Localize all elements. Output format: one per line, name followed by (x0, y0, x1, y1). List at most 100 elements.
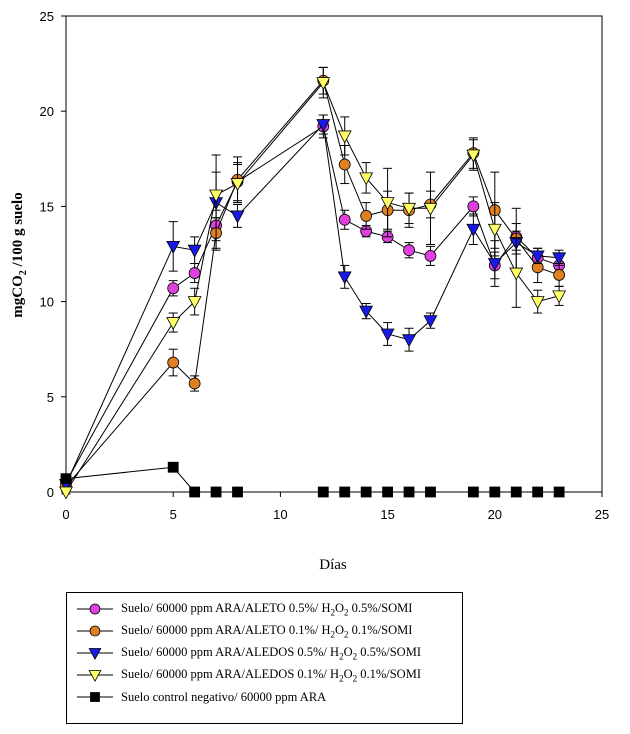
series-3-point-14 (530, 296, 545, 310)
legend-item-1: Suelo/ 60000 ppm ARA/ALETO 0.1%/ H2O2 0.… (67, 620, 462, 642)
series-2-point-8 (380, 328, 395, 342)
series-3-point-9 (402, 202, 417, 216)
y-tick-label-1: 5 (47, 390, 54, 405)
legend-swatch-2 (77, 648, 113, 661)
series-3-point-8 (380, 197, 395, 211)
y-axis-title-part-b: CO (10, 275, 26, 298)
y-axis-title: mgCO2 /100 g suelo (10, 192, 29, 317)
legend-label-subscript: 2 (344, 629, 349, 640)
series-2-point-12 (487, 258, 502, 272)
x-tick-label-0: 0 (62, 507, 69, 522)
series-0-point-2 (188, 267, 201, 279)
series-1-point-1 (167, 356, 180, 369)
legend-label-text: Suelo/ 60000 ppm ARA/ALETO 0.1%/ H (121, 622, 331, 637)
y-tick-label-4: 20 (40, 104, 54, 119)
y-tick-label-0: 0 (47, 485, 54, 500)
legend-swatch-marker (88, 670, 102, 683)
series-2-point-9 (402, 334, 417, 348)
legend-item-0: Suelo/ 60000 ppm ARA/ALETO 0.5%/ H2O2 0.… (67, 598, 462, 620)
legend-swatch-marker (88, 648, 102, 661)
series-1-point-2 (188, 377, 201, 390)
series-2 (59, 114, 567, 492)
legend-swatch-marker (89, 603, 101, 615)
series-3-point-5 (316, 77, 331, 91)
y-axis-title-part-a: mg (10, 297, 26, 317)
legend-label-text: O (335, 600, 345, 615)
legend-label-text: Suelo/ 60000 ppm ARA/ALEDOS 0.5%/ H (121, 644, 340, 659)
series-0-point-9 (403, 244, 415, 257)
series-2-point-10 (423, 315, 438, 329)
series-2-line (65, 123, 560, 485)
legend-label-text: Suelo/ 60000 ppm ARA/ALEDOS 0.1%/ H (121, 666, 340, 681)
series-1-point-6 (338, 158, 351, 171)
legend-label-subscript: 2 (344, 607, 349, 618)
series-4-point-11 (467, 486, 479, 498)
series-3-point-2 (187, 296, 202, 310)
series-2-point-1 (166, 240, 181, 254)
series-4-point-15 (553, 486, 565, 498)
legend-label-4: Suelo control negativo/ 60000 ppm ARA (121, 690, 326, 705)
series-2-point-6 (337, 271, 352, 285)
series-4-point-9 (403, 486, 415, 498)
series-4-line (65, 466, 560, 493)
series-3-point-11 (466, 149, 481, 163)
series-4-point-2 (189, 486, 201, 498)
series-0-line (65, 125, 560, 483)
legend-label-text: O (335, 622, 345, 637)
series-3-point-1 (166, 317, 181, 331)
series-1 (60, 66, 566, 493)
series-4-point-10 (425, 486, 436, 498)
series-4-point-0 (60, 473, 72, 485)
legend-item-4: Suelo control negativo/ 60000 ppm ARA (67, 686, 462, 708)
legend-label-0: Suelo/ 60000 ppm ARA/ALETO 0.5%/ H2O2 0.… (121, 601, 412, 618)
x-tick-label-1: 5 (170, 507, 177, 522)
x-tick-label-5: 25 (595, 507, 609, 522)
series-4-point-8 (382, 486, 394, 498)
series-0-point-10 (424, 250, 437, 262)
series-1-point-7 (360, 210, 373, 222)
x-axis-title: Días (319, 557, 347, 573)
legend: Suelo/ 60000 ppm ARA/ALETO 0.5%/ H2O2 0.… (66, 592, 463, 724)
series-2-point-7 (359, 305, 374, 319)
series-1-line (65, 79, 560, 487)
x-tick-label-4: 20 (488, 507, 502, 522)
series-3-point-4 (230, 178, 245, 192)
legend-label-1: Suelo/ 60000 ppm ARA/ALETO 0.1%/ H2O2 0.… (121, 623, 412, 640)
x-tick-label-3: 15 (380, 507, 394, 522)
legend-item-2: Suelo/ 60000 ppm ARA/ALEDOS 0.5%/ H2O2 0… (67, 642, 462, 664)
series-3-point-12 (487, 223, 502, 237)
legend-swatch-marker (89, 625, 101, 637)
legend-label-subscript: 2 (339, 673, 344, 684)
series-4-point-6 (339, 486, 351, 498)
legend-swatch-3 (77, 670, 113, 683)
series-3-line (65, 81, 560, 493)
legend-label-text: O (343, 644, 353, 659)
legend-label-subscript: 2 (339, 651, 344, 662)
series-1-point-15 (553, 269, 566, 281)
y-axis-title-part-c: /100 g suelo (10, 192, 26, 270)
legend-label-subscript: 2 (330, 607, 336, 618)
series-3 (59, 66, 567, 500)
series-3-point-6 (337, 130, 352, 144)
legend-label-text: O (343, 666, 353, 681)
series-0-point-6 (338, 213, 351, 226)
series-3-point-7 (359, 172, 374, 186)
series-3-point-10 (423, 202, 438, 216)
legend-label-subscript: 2 (352, 651, 358, 662)
series-4-point-14 (532, 486, 544, 498)
series-3-point-3 (209, 189, 224, 203)
series-4-point-5 (317, 486, 329, 498)
series-4-point-12 (489, 486, 501, 498)
series-2-point-11 (466, 223, 481, 237)
legend-swatch-0 (77, 603, 113, 615)
series-4-point-1 (167, 461, 179, 473)
legend-swatch-marker (90, 692, 100, 702)
series-3-point-0 (59, 486, 73, 500)
plot-area (59, 66, 567, 500)
legend-label-text: 0.5%/SOMI (357, 644, 421, 659)
series-2-point-2 (187, 244, 202, 258)
series-0-point-1 (167, 282, 180, 295)
legend-label-subscript: 2 (352, 673, 358, 684)
legend-label-text: 0.1%/SOMI (357, 666, 421, 681)
legend-label-2: Suelo/ 60000 ppm ARA/ALEDOS 0.5%/ H2O2 0… (121, 645, 421, 662)
